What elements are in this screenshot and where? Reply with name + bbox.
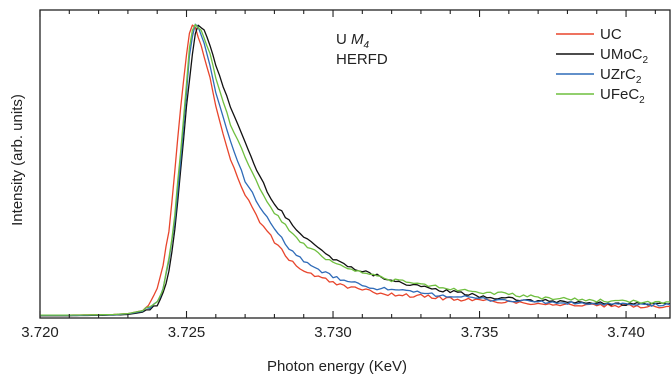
legend-label-base: UC xyxy=(600,26,622,43)
series-layer xyxy=(40,23,671,317)
series-line-uc xyxy=(40,24,671,316)
legend-label-uzrc2: UZrC2 xyxy=(600,66,642,86)
legend-label-base: UFeC xyxy=(600,86,639,103)
series-line-umoc2 xyxy=(40,24,671,317)
annotation-method: HERFD xyxy=(336,51,388,68)
x-tick-label: 3.720 xyxy=(21,324,59,341)
x-tick-label: 3.730 xyxy=(314,324,352,341)
legend-label-subscript: 2 xyxy=(643,55,649,66)
x-tick-label: 3.740 xyxy=(607,324,645,341)
legend-label-umoc2: UMoC2 xyxy=(600,46,649,66)
plot-border xyxy=(39,9,671,319)
x-axis-label: Photon energy (KeV) xyxy=(267,358,407,374)
legend-label-base: UZrC xyxy=(600,66,636,83)
legend-label-subscript: 2 xyxy=(639,95,645,106)
x-tick-label: 3.735 xyxy=(461,324,499,341)
legend-label-ufec2: UFeC2 xyxy=(600,86,645,106)
series-line-ufec2 xyxy=(40,23,670,316)
x-tick-label: 3.725 xyxy=(168,324,206,341)
legend-label-subscript: 2 xyxy=(636,75,642,86)
legend-label-base: UMoC xyxy=(600,46,643,63)
annotation-edge-subscript: 4 xyxy=(364,40,370,51)
annotation-element: U xyxy=(336,31,351,48)
annotation-edge: M xyxy=(351,31,364,48)
plot-area xyxy=(39,9,671,319)
annotation-edge-label: U M4 xyxy=(336,31,370,51)
legend-label-uc: UC xyxy=(600,26,622,43)
x-axis-ticks: 3.720 3.725 3.730 3.735 3.740 xyxy=(21,10,656,341)
y-axis-label: Intensity (arb. units) xyxy=(9,94,26,226)
